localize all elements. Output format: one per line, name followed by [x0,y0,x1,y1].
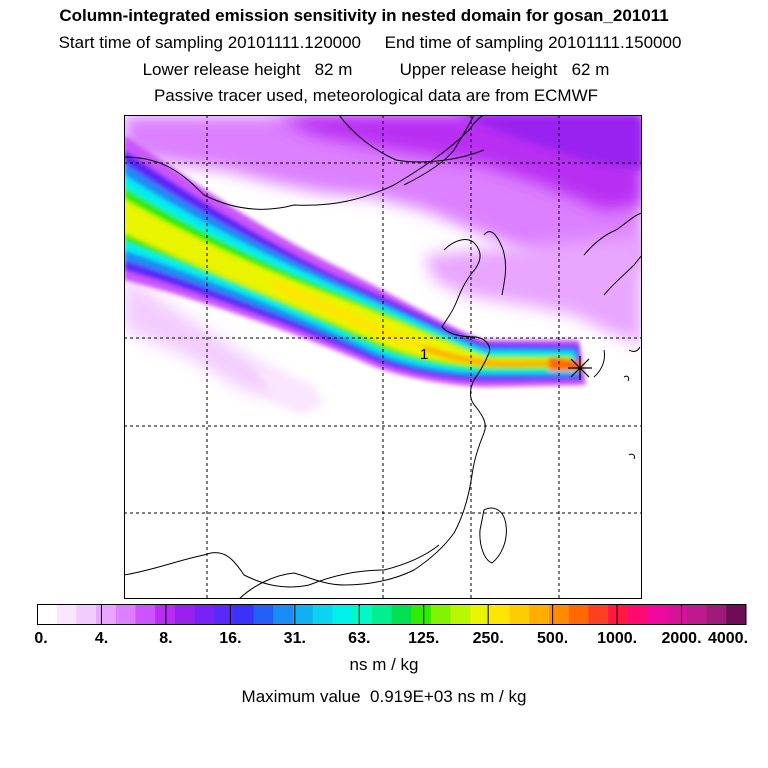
plot-title: Column-integrated emission sensitivity i… [59,6,669,25]
colorbar-swatch [450,604,471,625]
colorbar-swatch [470,604,491,625]
colorbar-swatch [293,604,314,625]
colorbar-swatch [391,604,412,625]
colorbar-swatch [509,604,530,625]
colorbar-swatch [627,604,649,625]
colorbar-swatch [273,604,294,625]
colorbar-tick-label: 1000. [597,630,638,647]
colorbar [37,604,747,625]
plume [124,135,586,387]
colorbar-units: ns m / kg [349,655,419,674]
colorbar-tick-label: 63. [348,630,371,647]
colorbar-swatch [706,604,727,625]
colorbar-tick-label: 16. [219,630,242,647]
colorbar-swatch [430,604,452,625]
colorbar-swatch [37,604,58,625]
colorbar-swatch [686,604,708,625]
colorbar-swatch [96,604,117,625]
colorbar-tick-label: 4. [94,630,109,647]
colorbar-tick-label: 250. [472,630,504,647]
sensitivity-field [124,115,642,415]
colorbar-swatch [549,604,570,625]
release-height-line: Lower release height 82 m Upper release … [142,60,610,79]
colorbar-tick-label: 8. [159,630,173,647]
colorbar-swatch [76,604,97,625]
coastlines [124,115,642,599]
colorbar-tick-label: 4000. [707,630,749,647]
colorbar-swatch [411,604,432,625]
sampling-time-line: Start time of sampling 20101111.120000 E… [58,33,682,52]
colorbar-swatch [194,604,215,625]
colorbar-swatch [568,604,590,625]
colorbar-swatch [647,604,668,625]
colorbar-swatch [233,604,255,625]
colorbar-swatch [608,604,629,625]
colorbar-swatch [253,604,274,625]
release-marker-label: 1 [420,346,428,363]
colorbar-tick-label: 500. [537,630,569,647]
colorbar-tick-label: 125. [408,630,440,647]
colorbar-swatch [332,604,353,625]
colorbar-tick-label: 2000. [661,630,702,647]
graticule [124,115,642,599]
colorbar-swatch [135,604,156,625]
colorbar-swatch [371,604,393,625]
colorbar-swatch [174,604,196,625]
colorbar-tick-label: 31. [283,630,306,647]
maximum-value-text: Maximum value 0.919E+03 ns m / kg [241,687,527,706]
colorbar-swatch [588,604,609,625]
colorbar-swatch [312,604,334,625]
colorbar-swatch [56,604,77,625]
sensitivity-map: 1 [124,115,642,599]
colorbar-swatch [115,604,137,625]
colorbar-tick-label: 0. [34,630,48,647]
colorbar-swatch [529,604,550,625]
colorbar-swatch [726,604,747,625]
colorbar-swatch [352,604,373,625]
receptor-star-icon [568,356,592,380]
colorbar-swatch [667,604,688,625]
colorbar-swatch [155,604,176,625]
colorbar-swatch [214,604,235,625]
colorbar-swatch [489,604,511,625]
tracer-info-line: Passive tracer used, meteorological data… [153,86,599,105]
